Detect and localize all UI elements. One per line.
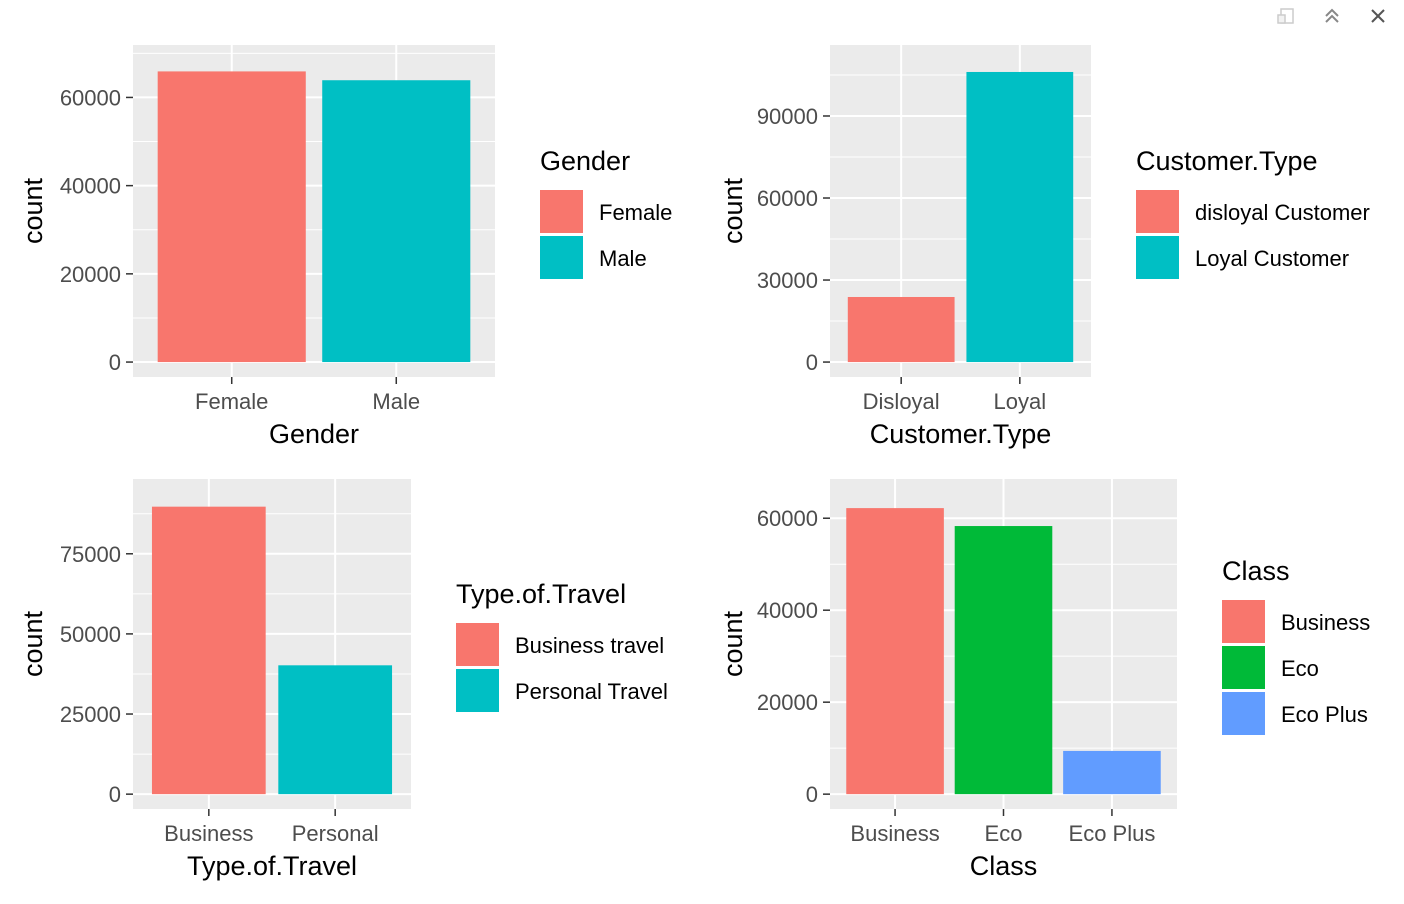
- export-icon[interactable]: [1274, 4, 1298, 28]
- window-toolbar: [1274, 4, 1390, 28]
- y-tick-label: 0: [109, 782, 121, 807]
- bar-business: [846, 508, 944, 795]
- legend-key-swatch: [1222, 692, 1265, 735]
- x-tick-label: Personal: [292, 821, 379, 846]
- legend-title: Gender: [540, 146, 630, 176]
- legend-key-swatch: [1222, 600, 1265, 643]
- y-tick-label: 60000: [60, 85, 121, 110]
- y-tick-label: 20000: [757, 690, 818, 715]
- y-axis-title: count: [18, 610, 48, 677]
- x-axis-title: Gender: [269, 419, 359, 449]
- x-axis-title: Customer.Type: [870, 419, 1052, 449]
- y-axis-title: count: [718, 177, 748, 244]
- x-tick-label: Loyal: [994, 389, 1047, 414]
- legend-label: Female: [599, 200, 672, 225]
- legend-title: Class: [1222, 556, 1290, 586]
- legend-key-swatch: [456, 669, 499, 712]
- bar-female: [157, 71, 306, 363]
- x-tick-label: Male: [372, 389, 420, 414]
- y-tick-label: 0: [806, 350, 818, 375]
- legend: Type.of.Travel Business travel Personal Tr…: [456, 579, 668, 712]
- x-tick-label: Female: [195, 389, 268, 414]
- y-tick-label: 90000: [757, 104, 818, 129]
- legend-label: Personal Travel: [515, 679, 668, 704]
- legend-label: Eco Plus: [1281, 702, 1368, 727]
- legend: Customer.Type disloyal Customer Loyal Cust…: [1136, 146, 1370, 279]
- legend-title: Type.of.Travel: [456, 579, 626, 609]
- x-tick-label: Eco Plus: [1069, 821, 1156, 846]
- legend-title: Customer.Type: [1136, 146, 1318, 176]
- bar-loyal: [966, 71, 1074, 363]
- y-tick-label: 25000: [60, 702, 121, 727]
- bar-disloyal: [847, 296, 955, 363]
- y-axis-title: count: [718, 610, 748, 677]
- legend: Class Business Eco Eco Plus: [1222, 556, 1370, 735]
- bar-eco: [954, 526, 1053, 795]
- y-tick-label: 0: [806, 782, 818, 807]
- y-tick-label: 75000: [60, 542, 121, 567]
- x-axis-title: Class: [970, 851, 1038, 881]
- chart-panel-2: 0 30000 60000 90000 Disloyal Loyal Customer.Ty…: [718, 45, 1370, 449]
- maximize-icon[interactable]: [1320, 4, 1344, 28]
- legend-key-swatch: [456, 623, 499, 666]
- chart-panel-3: 0 25000 50000 75000 Business Personal Type.of.…: [18, 479, 668, 881]
- legend-key-swatch: [540, 236, 583, 279]
- bar-male: [322, 80, 471, 363]
- legend-key-swatch: [540, 190, 583, 233]
- y-tick-label: 40000: [60, 174, 121, 199]
- legend-label: Male: [599, 246, 647, 271]
- chart-panel-1: 0 20000 40000 60000 Female Male Gender count Gen…: [18, 45, 672, 449]
- y-tick-label: 0: [109, 350, 121, 375]
- legend-label: Loyal Customer: [1195, 246, 1349, 271]
- x-tick-label: Business: [164, 821, 253, 846]
- bar-personal: [278, 665, 393, 795]
- bar-business: [151, 506, 266, 795]
- close-icon[interactable]: [1366, 4, 1390, 28]
- legend-label: Business: [1281, 610, 1370, 635]
- y-axis-title: count: [18, 177, 48, 244]
- x-tick-label: Disloyal: [863, 389, 940, 414]
- y-tick-label: 60000: [757, 506, 818, 531]
- legend-key-swatch: [1222, 646, 1265, 689]
- y-tick-label: 60000: [757, 186, 818, 211]
- legend-key-swatch: [1136, 190, 1179, 233]
- legend-label: Eco: [1281, 656, 1319, 681]
- legend-key-swatch: [1136, 236, 1179, 279]
- bar-eco-plus: [1063, 750, 1161, 795]
- legend: Gender Female Male: [540, 146, 672, 279]
- x-axis-title: Type.of.Travel: [187, 851, 357, 881]
- y-tick-label: 50000: [60, 622, 121, 647]
- legend-label: disloyal Customer: [1195, 200, 1370, 225]
- y-tick-label: 20000: [60, 262, 121, 287]
- legend-label: Business travel: [515, 633, 664, 658]
- x-tick-label: Business: [850, 821, 939, 846]
- x-tick-label: Eco: [985, 821, 1023, 846]
- y-tick-label: 30000: [757, 268, 818, 293]
- y-tick-label: 40000: [757, 598, 818, 623]
